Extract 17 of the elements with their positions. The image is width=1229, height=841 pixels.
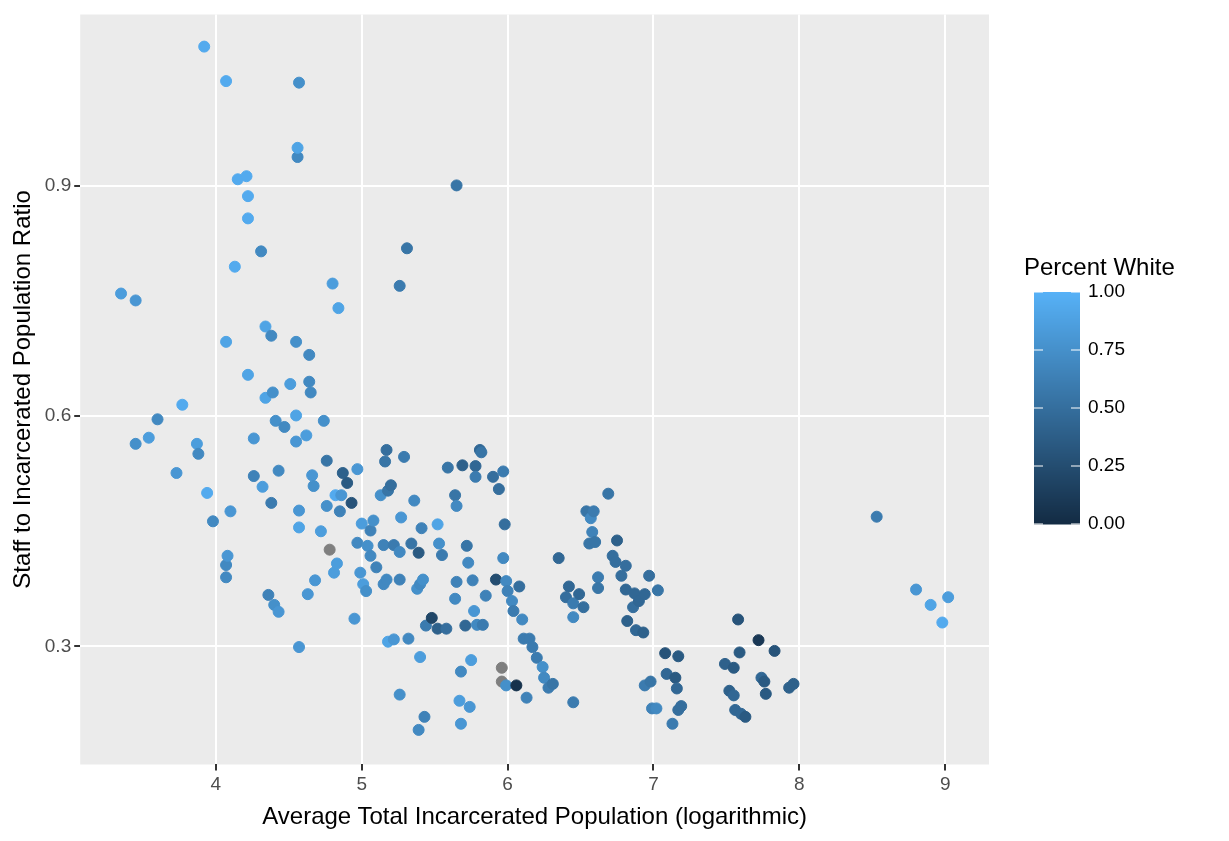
x-tick-label: 6 xyxy=(502,773,513,795)
x-tick-label: 4 xyxy=(210,773,222,795)
legend-title: Percent White xyxy=(1024,253,1175,280)
color-bar-label: 0.00 xyxy=(1088,512,1125,534)
color-bar-label: 0.75 xyxy=(1088,338,1125,360)
x-tick-label: 8 xyxy=(794,773,805,795)
color-bar-label: 0.25 xyxy=(1088,454,1125,476)
x-tick-label: 5 xyxy=(356,773,368,795)
x-axis-title: Average Total Incarcerated Population (logarithmic) xyxy=(262,802,807,830)
color-bar-label: 0.50 xyxy=(1088,396,1125,418)
y-tick-label: 0.6 xyxy=(44,404,72,426)
y-axis-title: Staff to Incarcerated Population Ratio xyxy=(8,190,36,589)
x-tick-label: 7 xyxy=(648,773,659,795)
y-tick-label: 0.3 xyxy=(44,634,72,656)
y-tick-label: 0.9 xyxy=(44,174,72,196)
color-bar-label: 1.00 xyxy=(1088,280,1125,302)
x-tick-label: 9 xyxy=(939,773,951,795)
